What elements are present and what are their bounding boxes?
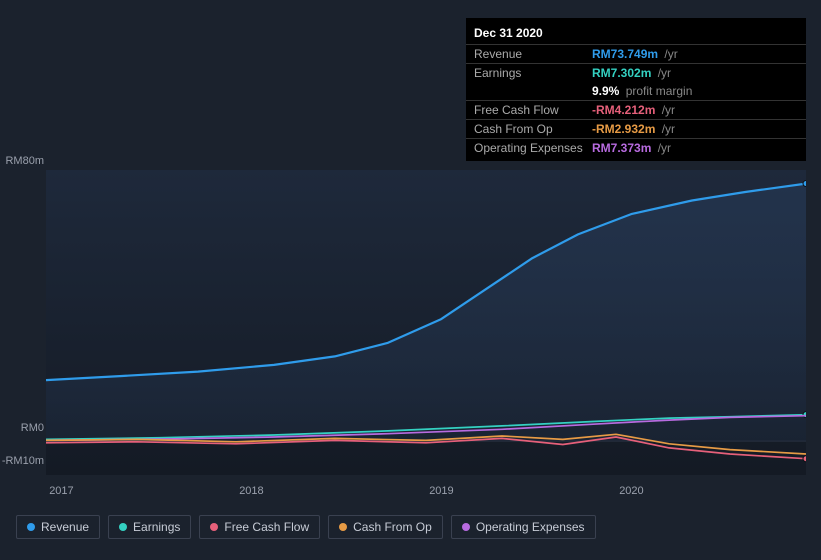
financials-chart: RM80mRM0-RM10m 2017201820192020 [16, 155, 806, 475]
legend-dot-icon [339, 523, 347, 531]
tooltip-row-unit: /yr [654, 66, 671, 80]
legend-dot-icon [27, 523, 35, 531]
tooltip-profit-margin-value: 9.9% [592, 84, 619, 98]
tooltip-row-label: Free Cash Flow [474, 103, 592, 117]
legend-item-operating-expenses[interactable]: Operating Expenses [451, 515, 596, 539]
tooltip-row: Free Cash Flow-RM4.212m /yr [466, 100, 806, 119]
legend-label: Operating Expenses [476, 520, 585, 534]
tooltip-row: RevenueRM73.749m /yr [466, 44, 806, 63]
legend-item-revenue[interactable]: Revenue [16, 515, 100, 539]
x-axis-label: 2020 [619, 485, 643, 497]
tooltip-date: Dec 31 2020 [466, 24, 806, 44]
tooltip-row-unit: /yr [658, 122, 675, 136]
tooltip-row-unit: /yr [654, 141, 671, 155]
chart-plot-area[interactable] [46, 170, 806, 475]
series-end-marker-earnings [803, 412, 806, 418]
tooltip-row: Cash From Op-RM2.932m /yr [466, 119, 806, 138]
y-axis-label: RM80m [0, 155, 44, 167]
tooltip-row-value: -RM4.212m [592, 103, 655, 117]
legend-label: Free Cash Flow [224, 520, 309, 534]
x-axis-label: 2019 [429, 485, 453, 497]
legend-item-free-cash-flow[interactable]: Free Cash Flow [199, 515, 320, 539]
legend-dot-icon [119, 523, 127, 531]
tooltip-row-value: RM7.302m [592, 66, 651, 80]
tooltip-row-unit: /yr [658, 103, 675, 117]
x-axis-label: 2018 [239, 485, 263, 497]
tooltip-row-value: RM73.749m [592, 47, 658, 61]
y-axis-label: -RM10m [0, 455, 44, 467]
tooltip-row-label: Operating Expenses [474, 141, 592, 155]
legend-dot-icon [462, 523, 470, 531]
tooltip-row-label [474, 84, 592, 98]
legend-label: Revenue [41, 520, 89, 534]
series-end-marker-revenue [803, 181, 806, 187]
x-axis-label: 2017 [49, 485, 73, 497]
series-end-marker-free-cash-flow [803, 456, 806, 462]
legend-item-cash-from-op[interactable]: Cash From Op [328, 515, 443, 539]
tooltip-row-unit: /yr [661, 47, 678, 61]
legend-dot-icon [210, 523, 218, 531]
tooltip-rows: RevenueRM73.749m /yrEarningsRM7.302m /yr… [466, 44, 806, 157]
chart-legend: Revenue Earnings Free Cash Flow Cash From O… [16, 515, 596, 539]
tooltip-row-label: Earnings [474, 66, 592, 80]
tooltip-profit-margin-text: profit margin [622, 84, 692, 98]
tooltip-row: EarningsRM7.302m /yr [466, 63, 806, 82]
legend-label: Earnings [133, 520, 180, 534]
chart-tooltip: Dec 31 2020 RevenueRM73.749m /yrEarnings… [466, 18, 806, 161]
legend-item-earnings[interactable]: Earnings [108, 515, 191, 539]
tooltip-row-label: Cash From Op [474, 122, 592, 136]
tooltip-row-value: -RM2.932m [592, 122, 655, 136]
legend-label: Cash From Op [353, 520, 432, 534]
y-axis-label: RM0 [0, 422, 44, 434]
tooltip-row: 9.9% profit margin [466, 82, 806, 100]
tooltip-row-label: Revenue [474, 47, 592, 61]
tooltip-row-value: RM7.373m [592, 141, 651, 155]
